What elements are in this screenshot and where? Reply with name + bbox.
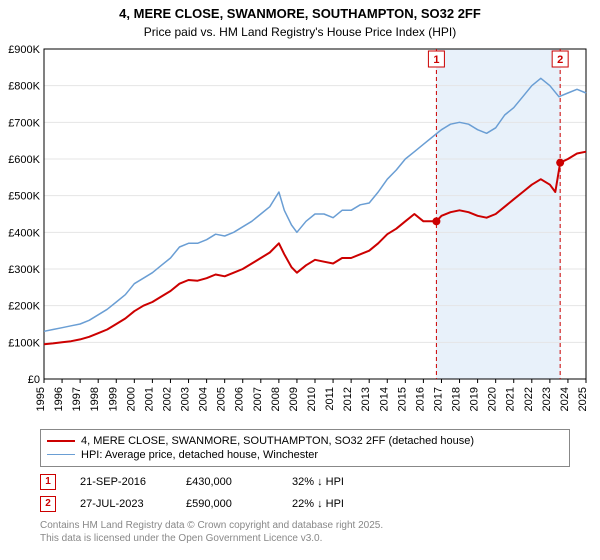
svg-text:2000: 2000 [125, 387, 137, 411]
marker-diff: 32% ↓ HPI [292, 476, 374, 488]
legend-label: 4, MERE CLOSE, SWANMORE, SOUTHAMPTON, SO… [81, 435, 474, 447]
svg-text:2023: 2023 [541, 387, 553, 411]
svg-text:£200K: £200K [8, 301, 40, 313]
svg-text:£900K: £900K [8, 44, 40, 56]
legend-label: HPI: Average price, detached house, Winc… [81, 449, 318, 461]
marker-date: 27-JUL-2023 [80, 498, 162, 510]
legend-swatch [47, 454, 75, 455]
svg-text:£700K: £700K [8, 117, 40, 129]
chart-plot: £0 £100K £200K £300K £400K £500K £600K £700K £80… [0, 43, 600, 423]
legend-item: 4, MERE CLOSE, SWANMORE, SOUTHAMPTON, SO… [47, 434, 563, 448]
svg-text:2009: 2009 [288, 387, 300, 411]
svg-text:2: 2 [557, 54, 563, 66]
svg-text:£400K: £400K [8, 227, 40, 239]
marker-badge: 2 [40, 496, 56, 512]
footer-line-2: This data is licensed under the Open Gov… [40, 532, 570, 545]
svg-text:2006: 2006 [234, 387, 246, 411]
svg-text:1999: 1999 [107, 387, 119, 411]
marker-date: 21-SEP-2016 [80, 476, 162, 488]
marker-badge: 1 [40, 474, 56, 490]
svg-text:2024: 2024 [559, 387, 571, 411]
svg-text:2010: 2010 [306, 387, 318, 411]
svg-text:1998: 1998 [89, 387, 101, 411]
svg-text:2020: 2020 [487, 387, 499, 411]
svg-text:£500K: £500K [8, 191, 40, 203]
marker-row: 1 21-SEP-2016 £430,000 32% ↓ HPI [40, 471, 570, 493]
footer-line-1: Contains HM Land Registry data © Crown c… [40, 519, 570, 532]
svg-text:2017: 2017 [432, 387, 444, 411]
svg-text:2012: 2012 [342, 387, 354, 411]
svg-text:2015: 2015 [396, 387, 408, 411]
svg-text:£600K: £600K [8, 154, 40, 166]
svg-text:£300K: £300K [8, 264, 40, 276]
svg-text:2014: 2014 [378, 387, 390, 411]
svg-text:1997: 1997 [71, 387, 83, 411]
svg-text:2022: 2022 [523, 387, 535, 411]
chart-svg: £0 £100K £200K £300K £400K £500K £600K £700K £80… [0, 43, 600, 423]
svg-text:£800K: £800K [8, 81, 40, 93]
svg-text:2019: 2019 [469, 387, 481, 411]
svg-text:2004: 2004 [198, 387, 210, 411]
svg-text:1995: 1995 [35, 387, 47, 411]
legend-swatch [47, 440, 75, 442]
svg-text:2025: 2025 [577, 387, 589, 411]
svg-text:2011: 2011 [324, 387, 336, 411]
svg-text:2003: 2003 [180, 387, 192, 411]
marker-price: £430,000 [186, 476, 268, 488]
svg-text:£100K: £100K [8, 337, 40, 349]
legend-item: HPI: Average price, detached house, Winc… [47, 448, 563, 462]
svg-text:2008: 2008 [270, 387, 282, 411]
markers-table: 1 21-SEP-2016 £430,000 32% ↓ HPI 2 27-JUL-202… [40, 471, 570, 515]
svg-text:2018: 2018 [451, 387, 463, 411]
chart-subtitle: Price paid vs. HM Land Registry's House … [0, 25, 600, 43]
marker-price: £590,000 [186, 498, 268, 510]
svg-text:1: 1 [433, 54, 439, 66]
svg-text:2016: 2016 [414, 387, 426, 411]
marker-diff: 22% ↓ HPI [292, 498, 374, 510]
svg-text:2001: 2001 [143, 387, 155, 411]
footer-attribution: Contains HM Land Registry data © Crown c… [40, 519, 570, 545]
svg-text:2013: 2013 [360, 387, 372, 411]
svg-text:2007: 2007 [252, 387, 264, 411]
svg-text:£0: £0 [28, 374, 40, 386]
svg-text:2002: 2002 [161, 387, 173, 411]
legend: 4, MERE CLOSE, SWANMORE, SOUTHAMPTON, SO… [40, 429, 570, 467]
svg-text:2021: 2021 [505, 387, 517, 411]
svg-text:1996: 1996 [53, 387, 65, 411]
svg-text:2005: 2005 [216, 387, 228, 411]
marker-row: 2 27-JUL-2023 £590,000 22% ↓ HPI [40, 493, 570, 515]
chart-title: 4, MERE CLOSE, SWANMORE, SOUTHAMPTON, SO… [0, 0, 600, 25]
